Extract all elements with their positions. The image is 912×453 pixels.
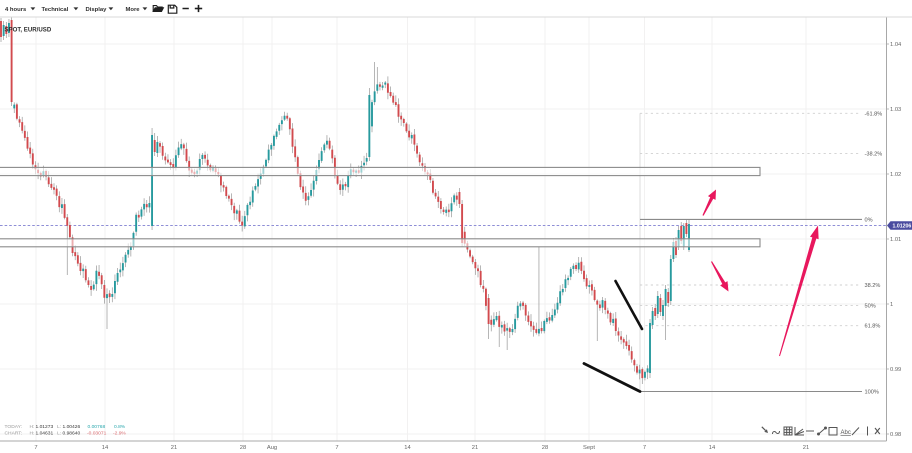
svg-text:Abc: Abc xyxy=(841,430,851,436)
svg-text:4 hours: 4 hours xyxy=(5,7,27,13)
svg-text:1.04: 1.04 xyxy=(890,42,902,48)
svg-text:1.03: 1.03 xyxy=(890,107,901,113)
svg-text:0.98: 0.98 xyxy=(890,432,901,438)
svg-text:21: 21 xyxy=(472,445,478,451)
svg-text:1.02: 1.02 xyxy=(890,172,901,178)
svg-text:61.8%: 61.8% xyxy=(865,324,881,330)
svg-text:14: 14 xyxy=(709,445,716,451)
svg-text:7: 7 xyxy=(643,445,646,451)
svg-text:SPOT, EUR/USD: SPOT, EUR/USD xyxy=(5,27,52,34)
svg-text:More: More xyxy=(126,7,141,13)
svg-text:-38.2%: -38.2% xyxy=(865,151,883,157)
svg-text:0.99: 0.99 xyxy=(890,367,901,373)
svg-text:1: 1 xyxy=(890,302,893,308)
svg-text:Technical: Technical xyxy=(42,7,69,13)
svg-text:-61.8%: -61.8% xyxy=(865,111,883,117)
svg-text:50%: 50% xyxy=(865,303,876,309)
svg-text:7: 7 xyxy=(335,445,338,451)
svg-text:100%: 100% xyxy=(865,390,879,396)
svg-text:1.01: 1.01 xyxy=(890,237,901,243)
svg-text:1.01206: 1.01206 xyxy=(893,224,912,230)
svg-text:Aug: Aug xyxy=(267,445,277,451)
svg-text:21: 21 xyxy=(171,445,177,451)
svg-text:0%: 0% xyxy=(865,217,873,223)
svg-text:7: 7 xyxy=(34,445,37,451)
svg-text:38.2%: 38.2% xyxy=(865,283,881,289)
svg-text:21: 21 xyxy=(803,445,809,451)
svg-text:Sept: Sept xyxy=(583,445,595,451)
svg-text:14: 14 xyxy=(102,445,109,451)
svg-text:28: 28 xyxy=(542,445,548,451)
svg-text:Display: Display xyxy=(86,7,108,13)
svg-text:28: 28 xyxy=(240,445,246,451)
svg-text:14: 14 xyxy=(404,445,411,451)
